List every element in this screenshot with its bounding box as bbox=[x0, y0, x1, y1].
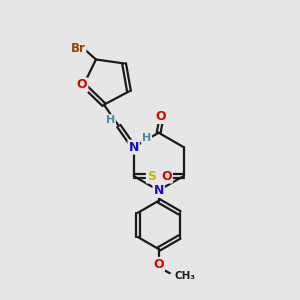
Text: N: N bbox=[128, 141, 139, 154]
Text: O: O bbox=[153, 258, 164, 271]
Text: H: H bbox=[142, 133, 151, 143]
Text: N: N bbox=[154, 184, 164, 197]
Text: O: O bbox=[156, 110, 166, 123]
Text: Br: Br bbox=[70, 42, 86, 55]
Text: S: S bbox=[147, 169, 156, 182]
Text: O: O bbox=[77, 79, 87, 92]
Text: O: O bbox=[161, 169, 172, 182]
Text: H: H bbox=[106, 115, 115, 125]
Text: CH₃: CH₃ bbox=[174, 271, 195, 281]
